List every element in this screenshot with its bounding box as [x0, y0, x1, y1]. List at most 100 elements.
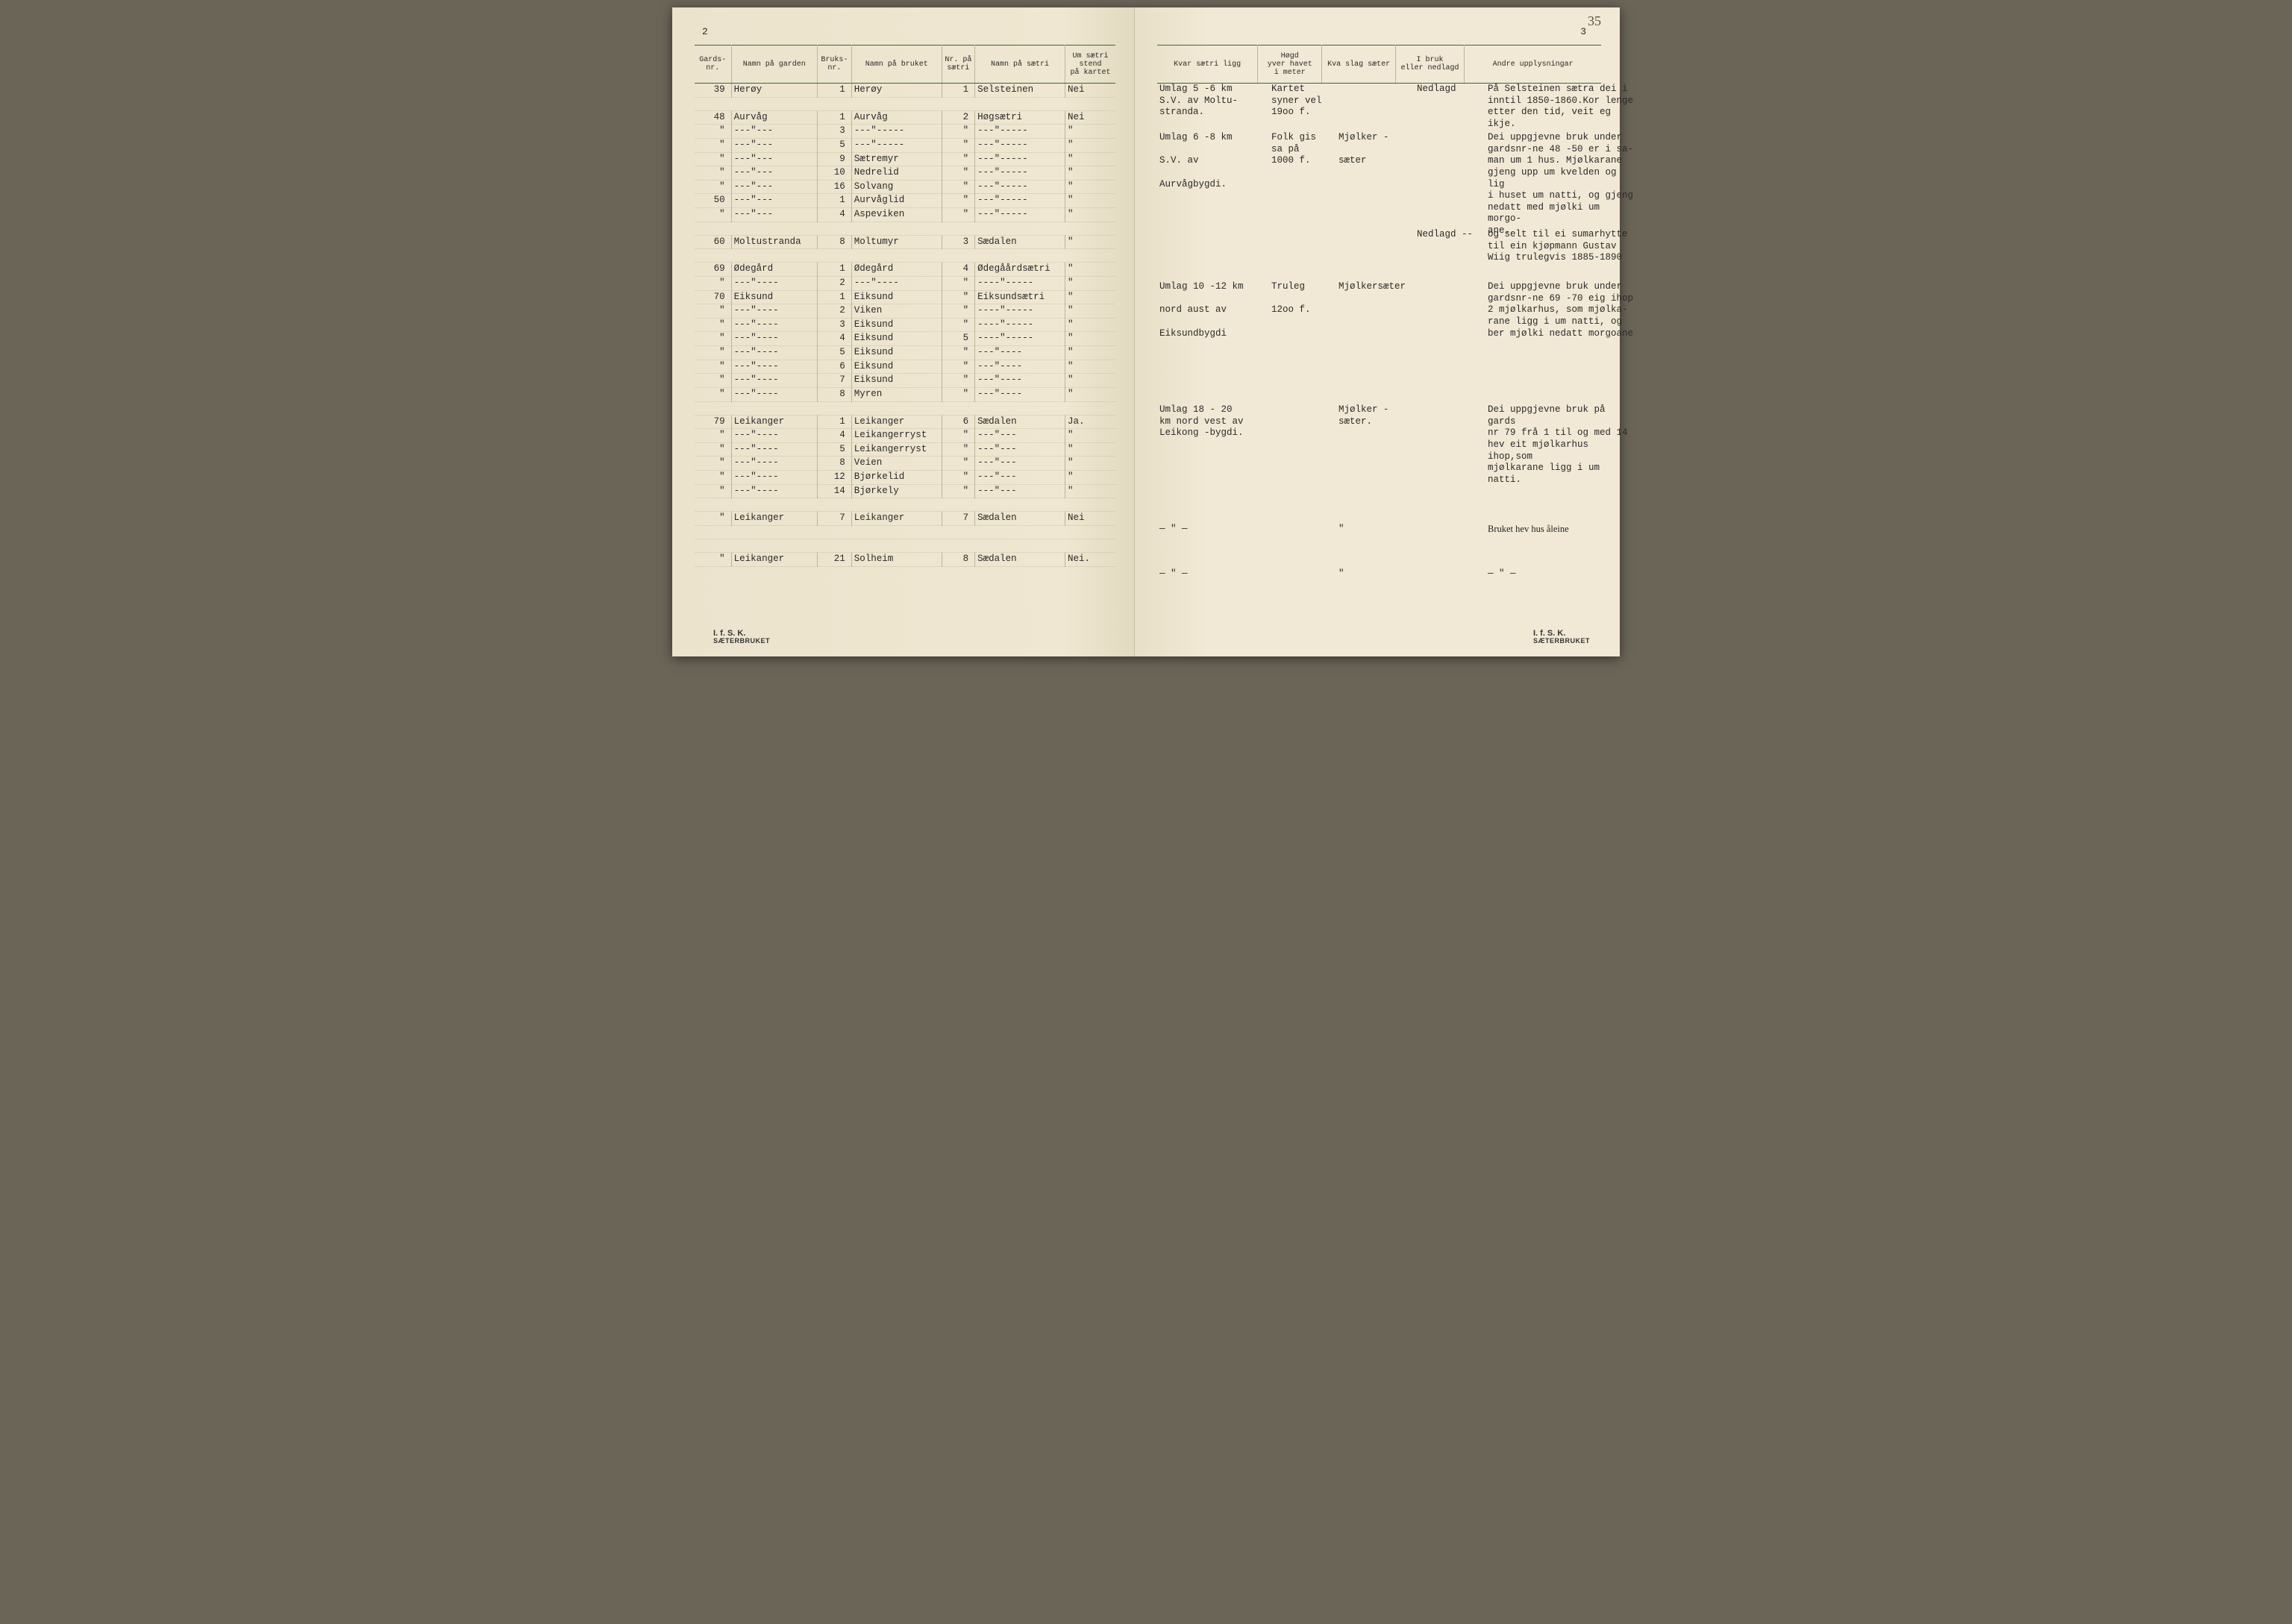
table-cell: "	[695, 471, 731, 485]
table-cell: Solheim	[851, 552, 942, 566]
table-cell: Herøy	[851, 84, 942, 98]
table-cell: ---"----	[731, 471, 817, 485]
table-cell: Sætremyr	[851, 152, 942, 166]
table-cell: 3	[817, 125, 851, 139]
table-cell: "	[1065, 387, 1115, 401]
table-row: "---"---16Solvang"---"-----"	[695, 180, 1115, 194]
table-cell: Mjølker - sæter	[1336, 132, 1416, 167]
table-cell: 3	[942, 235, 974, 249]
table-cell: — " —	[1157, 524, 1271, 536]
page-number-right: 3	[1580, 26, 1586, 37]
table-cell: "	[942, 429, 974, 443]
table-cell: Moltustranda	[731, 235, 817, 249]
table-cell: "	[942, 442, 974, 457]
table-row: 70Eiksund1Eiksund"Eiksundsætri"	[695, 290, 1115, 304]
table-cell: ----"-----	[975, 276, 1065, 290]
table-cell: 7	[817, 374, 851, 388]
table-cell: 16	[817, 180, 851, 194]
table-cell: 2	[817, 276, 851, 290]
table-cell: 39	[695, 84, 731, 98]
column-header: Bruks-nr.	[817, 46, 851, 84]
table-cell: "	[1065, 152, 1115, 166]
table-cell: "	[695, 552, 731, 566]
right-table-body: Umlag 5 -6 km S.V. av Moltu- stranda.Kar…	[1157, 84, 1601, 621]
table-cell: "	[1065, 125, 1115, 139]
table-cell: "	[942, 484, 974, 498]
table-row: "---"---3---"-----"---"-----"	[695, 125, 1115, 139]
table-cell: ---"---	[975, 442, 1065, 457]
table-cell: 50	[695, 194, 731, 208]
table-cell: Eiksund	[851, 332, 942, 346]
table-cell: "	[1065, 235, 1115, 249]
table-cell: ---"----	[731, 276, 817, 290]
table-cell: 4	[817, 208, 851, 222]
table-cell: 4	[942, 263, 974, 277]
table-cell: Bjørkelid	[851, 471, 942, 485]
table-row: "---"---9Sætremyr"---"-----"	[695, 152, 1115, 166]
table-cell: Bruket hev hus åleine	[1485, 524, 1636, 536]
table-cell: "	[1065, 374, 1115, 388]
table-cell: 2	[817, 304, 851, 319]
left-page: 2 Gards-nr.Namn på gardenBruks-nr.Namn p…	[672, 7, 1135, 656]
table-cell: "	[942, 208, 974, 222]
table-row: "---"----6Eiksund"---"----"	[695, 360, 1115, 374]
table-cell: Mjølkersæter	[1336, 281, 1416, 293]
table-cell: 14	[817, 484, 851, 498]
table-cell: "	[1065, 332, 1115, 346]
table-row	[695, 401, 1115, 415]
table-cell: 8	[817, 235, 851, 249]
table-cell: "	[695, 387, 731, 401]
table-cell: "	[1336, 524, 1416, 536]
table-cell: Aurvåglid	[851, 194, 942, 208]
table-cell: 8	[817, 387, 851, 401]
table-cell: Nei.	[1065, 552, 1115, 566]
table-cell: Eiksund	[851, 290, 942, 304]
table-cell: Ødegård	[851, 263, 942, 277]
table-cell: ---"----	[731, 332, 817, 346]
table-cell: — " —	[1157, 568, 1271, 580]
table-cell: Sædalen	[975, 552, 1065, 566]
table-row	[695, 97, 1115, 110]
table-cell: Eiksund	[851, 360, 942, 374]
table-cell: På Selsteinen sætra dei i inntil 1850-18…	[1485, 84, 1636, 131]
table-row: "---"---10Nedrelid"---"-----"	[695, 166, 1115, 181]
table-cell: "	[942, 471, 974, 485]
table-row: "---"----8Myren"---"----"	[695, 387, 1115, 401]
table-cell: "	[942, 194, 974, 208]
table-cell: Solvang	[851, 180, 942, 194]
left-table-body: 39Herøy1Herøy1SelsteinenNei48Aurvåg1Aurv…	[695, 84, 1115, 567]
table-cell: Ødegård	[731, 263, 817, 277]
table-cell: "	[695, 374, 731, 388]
table-cell: "	[942, 457, 974, 471]
table-cell: ---"---	[975, 471, 1065, 485]
table-cell: ----"-----	[975, 332, 1065, 346]
table-row: "---"----8Veien"---"---"	[695, 457, 1115, 471]
table-cell: "	[695, 152, 731, 166]
table-cell: Eiksund	[851, 374, 942, 388]
table-cell: 1	[817, 263, 851, 277]
table-row: 60Moltustranda8Moltumyr3Sædalen"	[695, 235, 1115, 249]
table-cell: Myren	[851, 387, 942, 401]
table-row: "---"----7Eiksund"---"----"	[695, 374, 1115, 388]
table-cell: ---"-----	[851, 125, 942, 139]
table-cell: "	[942, 346, 974, 360]
table-cell: ---"----	[975, 387, 1065, 401]
table-cell: Aurvåg	[851, 110, 942, 125]
table-cell: Leikanger	[731, 512, 817, 526]
table-cell: "	[1065, 194, 1115, 208]
table-cell: "	[942, 290, 974, 304]
right-table-header: Kvar sætri liggHøgdyver haveti meterKva …	[1157, 46, 1601, 84]
column-header: Kva slag sæter	[1322, 46, 1395, 84]
table-cell: "	[942, 276, 974, 290]
table-cell: "	[1065, 138, 1115, 152]
table-cell: Leikanger	[851, 415, 942, 429]
table-cell: Nedlagd --	[1415, 229, 1487, 241]
table-cell: 9	[817, 152, 851, 166]
table-cell: Umlag 10 -12 km nord aust av Eiksundbygd…	[1157, 281, 1271, 339]
column-header: Høgdyver haveti meter	[1258, 46, 1322, 84]
table-cell: ----"-----	[975, 304, 1065, 319]
table-cell: Leikanger	[731, 552, 817, 566]
table-cell: 10	[817, 166, 851, 181]
table-cell: "	[1065, 429, 1115, 443]
table-cell: 1	[817, 194, 851, 208]
